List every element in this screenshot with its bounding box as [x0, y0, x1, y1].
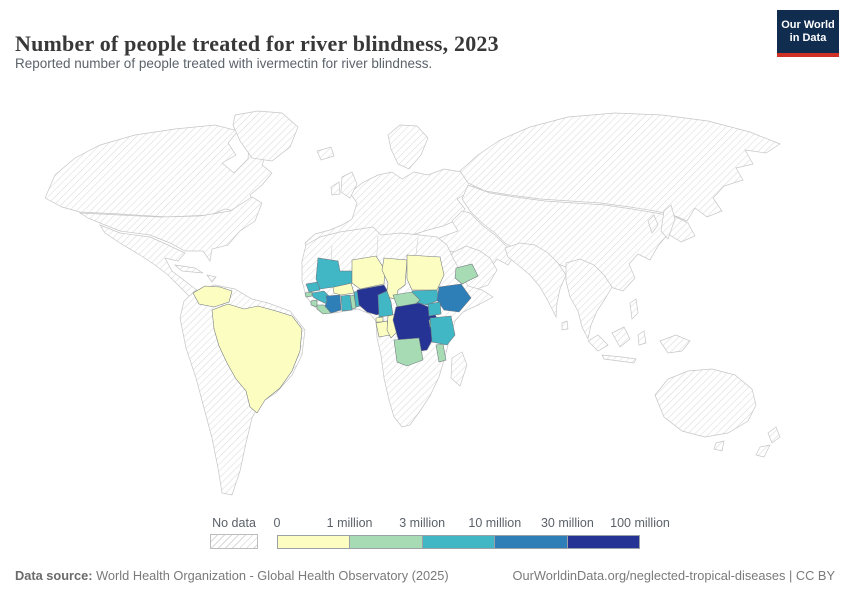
data-source-note: Data source: World Health Organization -…: [15, 568, 449, 583]
landmass-new-guinea: [659, 334, 691, 354]
landmass-java: [601, 354, 637, 364]
landmass-ireland: [330, 181, 341, 196]
landmass-sumatra: [587, 334, 609, 352]
landmass-southeast-asia: [565, 258, 613, 341]
landmass-new-zealand-north: [767, 426, 781, 444]
country-tanzania[interactable]: [429, 315, 456, 346]
country-cameroon[interactable]: [377, 290, 394, 318]
landmass-korea: [647, 214, 659, 234]
country-ethiopia[interactable]: [436, 283, 472, 313]
legend-no-data: No data: [210, 516, 258, 549]
legend-bar-area: 0 1 million 3 million 10 million 30 mill…: [273, 516, 670, 549]
legend-segment-1-3m[interactable]: [350, 535, 423, 549]
legend-segment-30-100m[interactable]: [567, 535, 641, 549]
country-togo[interactable]: [349, 294, 357, 310]
landmass-iceland: [316, 146, 335, 161]
data-source-label: Data source:: [15, 568, 93, 583]
owid-logo: Our World in Data: [777, 10, 839, 57]
landmass-borneo: [611, 326, 631, 348]
legend-tick-1: 1 million: [326, 516, 373, 530]
owid-logo-line1: Our World: [781, 18, 835, 31]
country-brazil[interactable]: [211, 303, 303, 414]
country-guinea-bissau[interactable]: [304, 291, 313, 298]
country-equatorial-guinea[interactable]: [375, 316, 384, 323]
landmass-sulawesi: [637, 330, 647, 346]
country-malawi[interactable]: [435, 343, 447, 363]
landmass-madagascar: [450, 351, 468, 387]
landmass-new-zealand-south: [755, 444, 771, 458]
landmass-canada-alaska: [44, 124, 273, 218]
landmass-great-britain: [340, 171, 358, 199]
landmass-south-asia: [504, 242, 567, 319]
page-subtitle: Reported number of people treated with i…: [15, 56, 433, 71]
country-uganda[interactable]: [427, 301, 442, 317]
legend-no-data-label: No data: [212, 516, 256, 530]
country-yemen[interactable]: [454, 263, 479, 285]
map-legend: No data 0 1 million 3 million 10 million…: [210, 516, 670, 550]
world-choropleth-map: [0, 103, 850, 503]
landmass-russia-siberia: [459, 112, 781, 222]
landmass-hispaniola: [206, 274, 217, 283]
legend-tick-5: 100 million: [610, 516, 670, 530]
legend-no-data-swatch[interactable]: [210, 534, 258, 549]
landmass-usa: [78, 196, 263, 262]
legend-color-bar: [277, 535, 641, 549]
landmass-philippines: [629, 298, 639, 320]
country-niger[interactable]: [351, 255, 386, 290]
country-venezuela[interactable]: [192, 285, 233, 308]
data-source-value: World Health Organization - Global Healt…: [92, 568, 449, 583]
chart-footer: Data source: World Health Organization -…: [0, 568, 850, 583]
landmass-japan: [660, 204, 676, 240]
legend-tick-4: 30 million: [540, 516, 594, 530]
world-map-svg: [44, 110, 781, 496]
owid-logo-line2: in Data: [789, 31, 827, 44]
landmass-australia: [654, 368, 757, 438]
owid-logo-accent-bar: [777, 53, 839, 57]
legend-tick-3: 10 million: [468, 516, 522, 530]
legend-segment-10-30m[interactable]: [495, 535, 568, 549]
landmass-tasmania: [713, 440, 725, 452]
legend-tick-2: 3 million: [399, 516, 446, 530]
credit-link[interactable]: OurWorldinData.org/neglected-tropical-di…: [512, 568, 835, 583]
landmass-cuba: [173, 264, 204, 274]
legend-segment-0-1m[interactable]: [277, 535, 351, 549]
legend-segment-3-10m[interactable]: [422, 535, 496, 549]
country-angola[interactable]: [393, 337, 424, 367]
country-ghana[interactable]: [340, 294, 353, 312]
page-title: Number of people treated for river blind…: [15, 30, 499, 56]
landmass-central-east-asia: [461, 184, 696, 292]
landmass-greenland: [232, 110, 299, 162]
legend-tick-0: 0: [273, 516, 281, 530]
country-sudan[interactable]: [406, 254, 445, 291]
landmass-sri-lanka: [561, 320, 569, 331]
country-senegal[interactable]: [305, 281, 321, 293]
legend-tick-labels: 0 1 million 3 million 10 million 30 mill…: [273, 516, 670, 533]
owid-logo-box: Our World in Data: [777, 10, 839, 53]
country-liberia[interactable]: [316, 304, 332, 315]
landmass-scandinavia: [387, 124, 429, 170]
country-sierra-leone[interactable]: [310, 299, 318, 308]
